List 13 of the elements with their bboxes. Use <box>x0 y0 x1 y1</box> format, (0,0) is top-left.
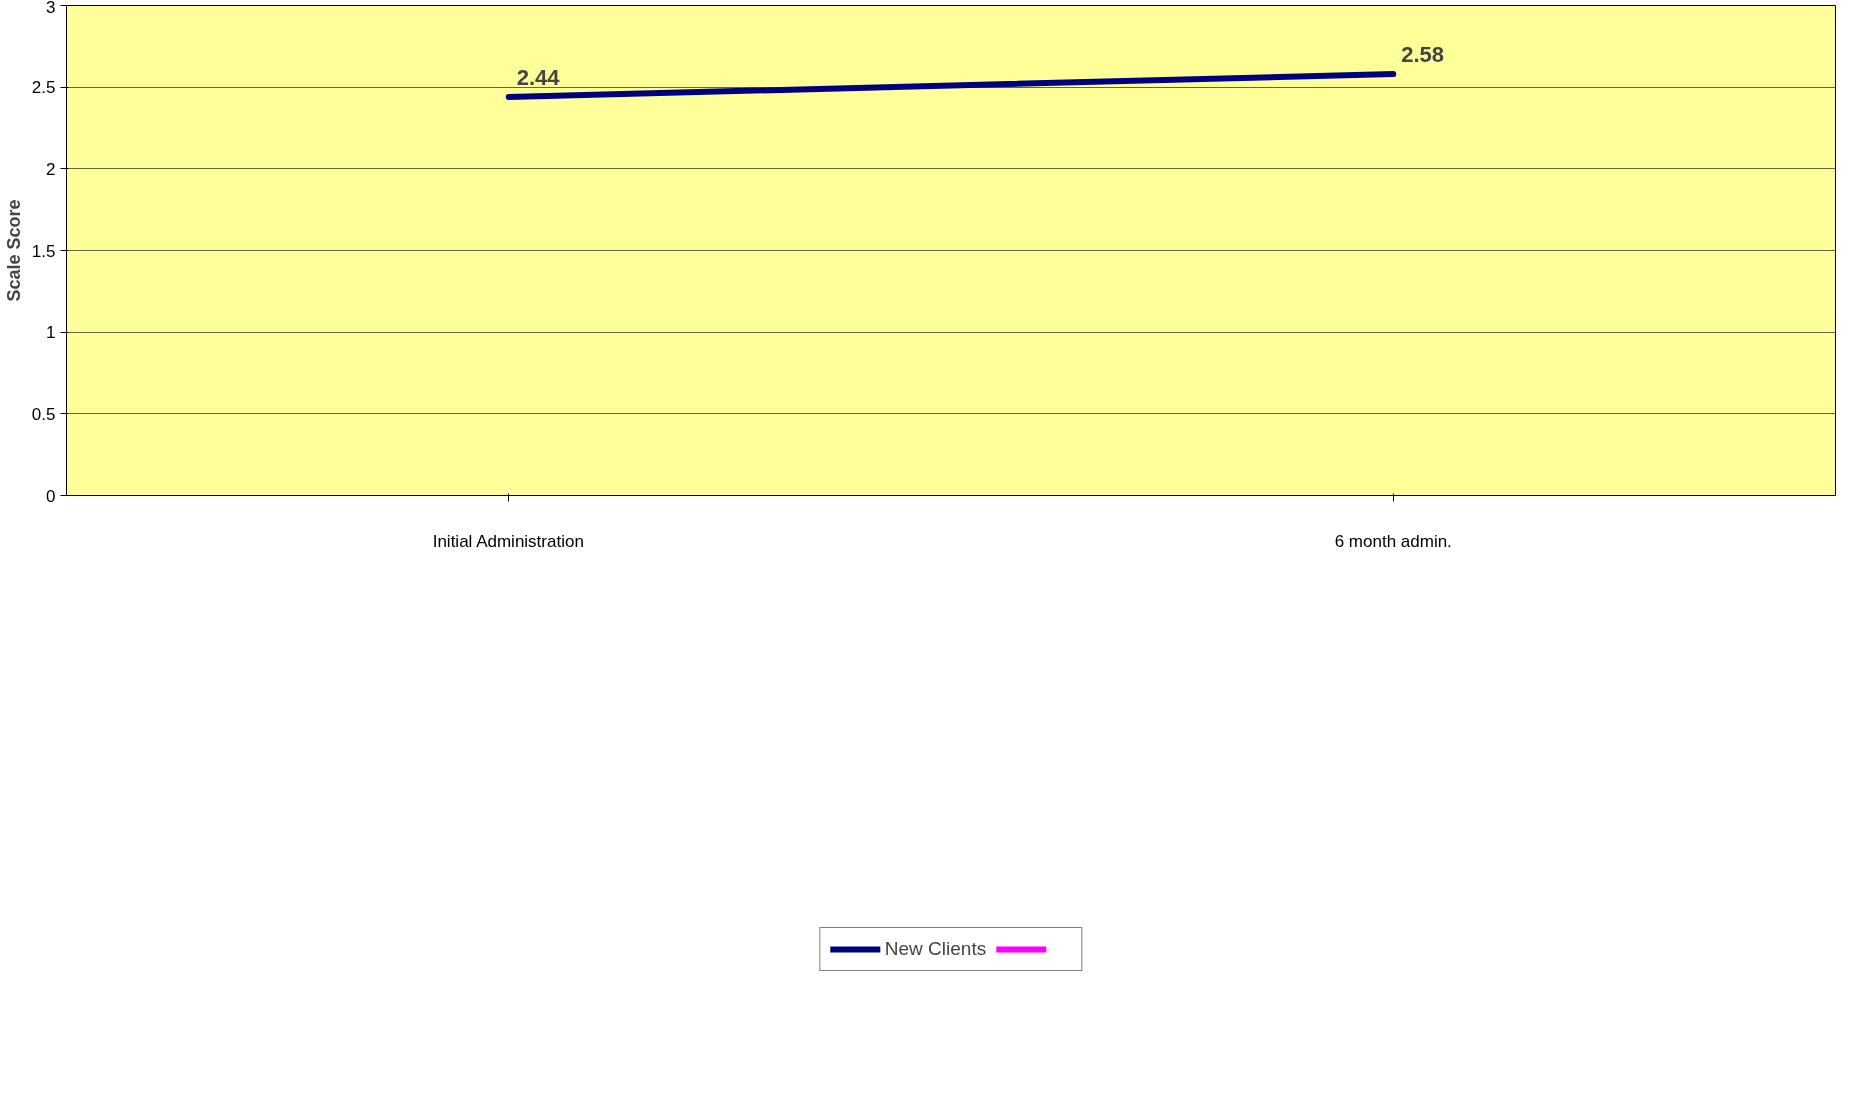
data-label: 2.44 <box>516 64 561 90</box>
y-tick-label: 1 <box>46 323 56 343</box>
y-tick-label: 3 <box>46 0 56 17</box>
y-tick-label: 0.5 <box>31 404 56 424</box>
legend-label: New Clients <box>884 937 987 960</box>
y-tick-label: 0 <box>46 486 56 506</box>
y-tick-label: 1.5 <box>31 241 56 261</box>
x-tick-label: 6 month admin. <box>1334 531 1452 551</box>
y-tick-label: 2 <box>46 159 56 179</box>
y-tick-label: 2.5 <box>31 78 56 98</box>
data-label: 2.58 <box>1401 42 1445 68</box>
y-axis-title: Scale Score <box>3 199 24 302</box>
x-tick-label: Initial Administration <box>432 531 584 551</box>
